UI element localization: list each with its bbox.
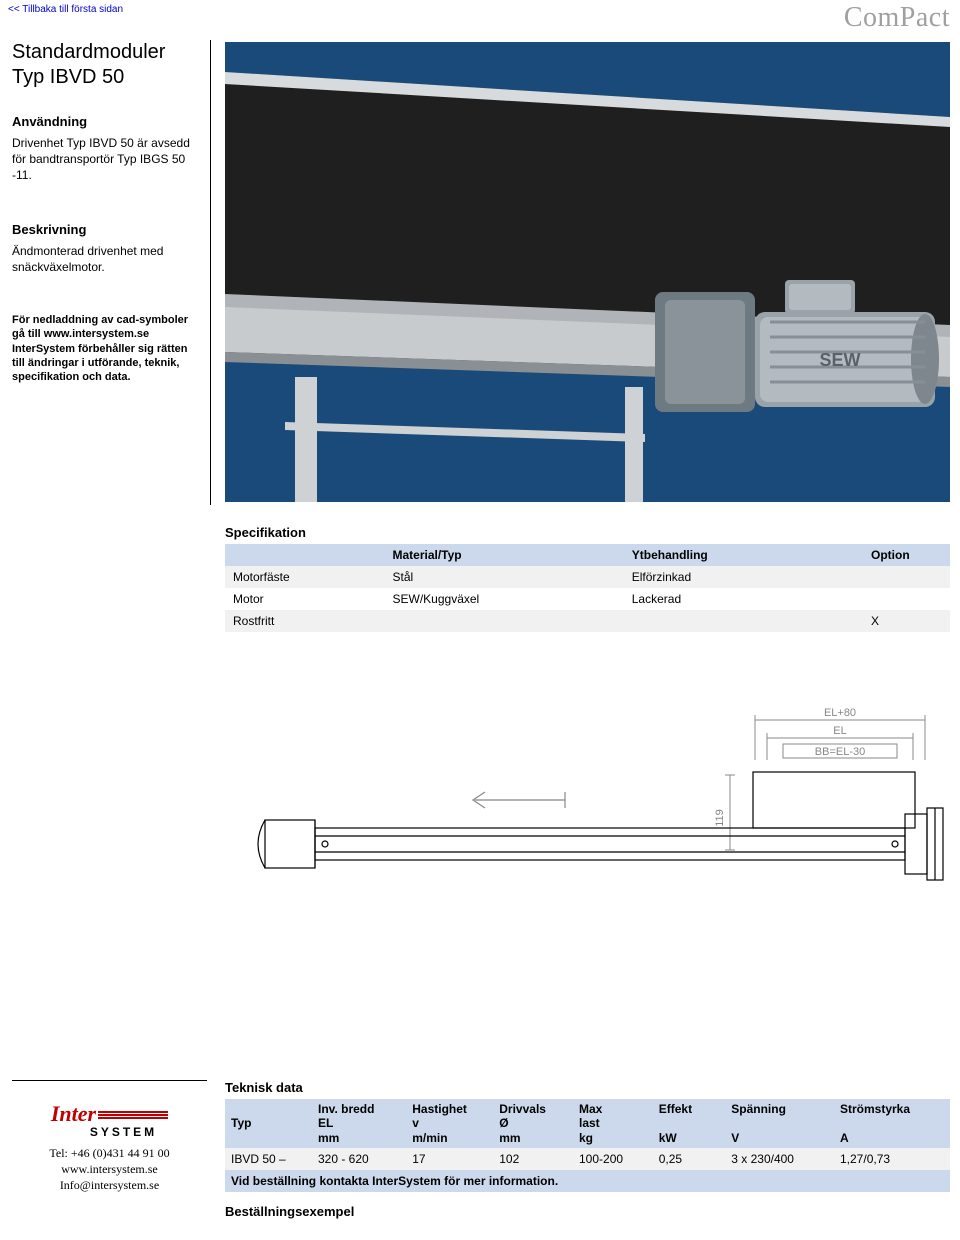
table-row: Rostfritt X: [225, 610, 950, 632]
spec-cell: [624, 610, 863, 632]
left-column: Standardmoduler Typ IBVD 50 Användning D…: [12, 40, 197, 384]
spec-cell: Rostfritt: [225, 610, 385, 632]
tech-title: Teknisk data: [225, 1080, 950, 1095]
tech-cell: IBVD 50 –: [225, 1148, 312, 1170]
tech-h-typ: Typ: [225, 1099, 312, 1148]
svg-text:SEW: SEW: [819, 350, 860, 370]
tech-cell: 102: [493, 1148, 573, 1170]
table-row: IBVD 50 – 320 - 620 17 102 100-200 0,25 …: [225, 1148, 950, 1170]
spec-cell: Motorfäste: [225, 566, 385, 588]
contact-web: www.intersystem.se: [12, 1161, 207, 1177]
contact-info: Tel: +46 (0)431 44 91 00 www.intersystem…: [12, 1145, 207, 1194]
table-row: Motor SEW/Kuggväxel Lackerad: [225, 588, 950, 610]
back-link[interactable]: << Tillbaka till första sidan: [8, 4, 123, 15]
vertical-divider: [210, 40, 211, 505]
table-row: Motorfäste Stål Elförzinkad: [225, 566, 950, 588]
brand-logo-text: ComPact: [844, 2, 950, 34]
table-row-note: Vid beställning kontakta InterSystem för…: [225, 1170, 950, 1192]
logo-lines-icon: [98, 1111, 168, 1121]
description-text: Ändmonterad drivenhet med snäckväxelmoto…: [12, 243, 197, 275]
spec-cell: [863, 566, 950, 588]
usage-text: Drivenhet Typ IBVD 50 är avsedd för band…: [12, 135, 197, 184]
tech-h-strom: StrömstyrkaA: [834, 1099, 950, 1148]
spec-header-option: Option: [863, 544, 950, 566]
product-photo: SEW: [225, 42, 950, 502]
diagram-label-el80: EL+80: [824, 707, 856, 719]
spec-table: Material/Typ Ytbehandling Option Motorfä…: [225, 544, 950, 632]
tech-cell: 0,25: [653, 1148, 726, 1170]
diagram-label-bb: BB=EL-30: [815, 746, 865, 758]
tech-header-row: Typ Inv. breddELmm Hastighetvm/min Drivv…: [225, 1099, 950, 1148]
tech-section: Teknisk data Typ Inv. breddELmm Hastighe…: [225, 1080, 950, 1219]
tech-h-max: Maxlastkg: [573, 1099, 653, 1148]
order-example-label: Beställningsexempel: [225, 1204, 950, 1219]
spec-cell: [863, 588, 950, 610]
tech-h-bredd: Inv. breddELmm: [312, 1099, 406, 1148]
spec-cell: SEW/Kuggväxel: [385, 588, 624, 610]
title-line-1: Standardmoduler: [12, 41, 165, 63]
spec-section: Specifikation Material/Typ Ytbehandling …: [225, 525, 950, 632]
company-logo: Inter SYSTEM: [12, 1101, 207, 1139]
footer-block: Inter SYSTEM Tel: +46 (0)431 44 91 00 ww…: [12, 1080, 207, 1194]
spec-header-material: Material/Typ: [385, 544, 624, 566]
spec-cell: Elförzinkad: [624, 566, 863, 588]
tech-cell: 3 x 230/400: [725, 1148, 834, 1170]
tech-cell: 1,27/0,73: [834, 1148, 950, 1170]
spec-header-blank: [225, 544, 385, 566]
tech-cell: 100-200: [573, 1148, 653, 1170]
tech-cell: 320 - 620: [312, 1148, 406, 1170]
spec-cell: Lackerad: [624, 588, 863, 610]
description-label: Beskrivning: [12, 222, 197, 237]
tech-note: Vid beställning kontakta InterSystem för…: [225, 1170, 950, 1192]
diagram-label-el: EL: [833, 725, 846, 737]
logo-inter-text: Inter: [51, 1101, 96, 1127]
title-line-2: Typ IBVD 50: [12, 66, 124, 88]
spec-cell: Motor: [225, 588, 385, 610]
diagram-label-119: 119: [714, 809, 726, 827]
contact-email: Info@intersystem.se: [12, 1177, 207, 1193]
spec-cell: Stål: [385, 566, 624, 588]
spec-cell: X: [863, 610, 950, 632]
tech-cell: 17: [406, 1148, 493, 1170]
contact-tel: Tel: +46 (0)431 44 91 00: [12, 1145, 207, 1161]
tech-h-driv: DrivvalsØmm: [493, 1099, 573, 1148]
download-note: För nedladdning av cad-symboler gå till …: [12, 313, 197, 384]
logo-system-text: SYSTEM: [40, 1125, 207, 1139]
tech-h-eff: EffektkW: [653, 1099, 726, 1148]
usage-label: Användning: [12, 114, 197, 129]
spec-title: Specifikation: [225, 525, 950, 540]
footer-divider: [12, 1080, 207, 1081]
spec-header-treatment: Ytbehandling: [624, 544, 863, 566]
page-title: Standardmoduler Typ IBVD 50: [12, 40, 197, 90]
tech-h-hast: Hastighetvm/min: [406, 1099, 493, 1148]
tech-h-span: SpänningV: [725, 1099, 834, 1148]
technical-diagram: EL+80 EL BB=EL-30 119: [225, 700, 950, 920]
spec-cell: [385, 610, 624, 632]
tech-table: Typ Inv. breddELmm Hastighetvm/min Drivv…: [225, 1099, 950, 1192]
